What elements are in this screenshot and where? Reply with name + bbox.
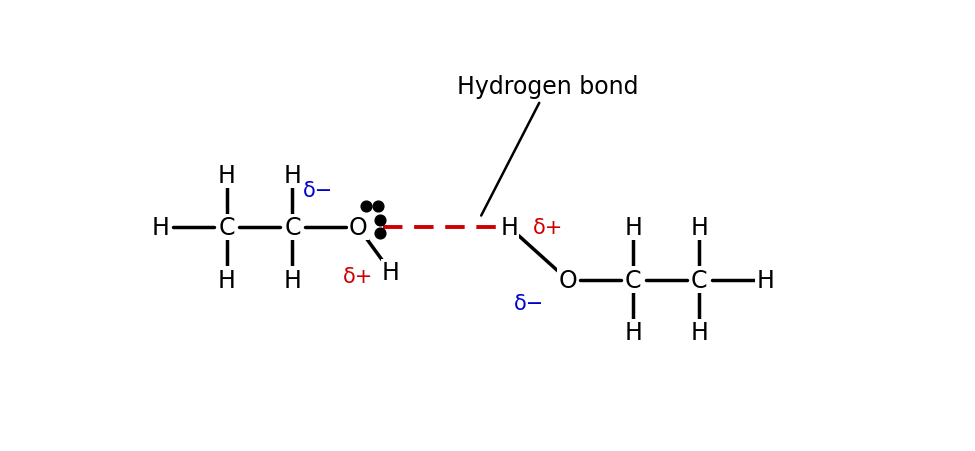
Text: δ−: δ− — [303, 181, 333, 201]
Text: H: H — [217, 268, 235, 292]
Text: C: C — [625, 268, 642, 292]
Point — [358, 202, 373, 210]
Text: H: H — [382, 260, 400, 284]
Text: H: H — [284, 164, 301, 188]
Text: H: H — [284, 268, 301, 292]
Text: H: H — [690, 320, 708, 344]
Text: δ−: δ− — [514, 293, 544, 313]
Text: H: H — [500, 216, 519, 240]
Text: δ+: δ+ — [343, 266, 373, 286]
Text: C: C — [284, 216, 300, 240]
Text: H: H — [152, 216, 170, 240]
Point — [372, 230, 388, 238]
Text: C: C — [691, 268, 708, 292]
Point — [370, 202, 385, 210]
Text: δ+: δ+ — [533, 218, 564, 238]
Text: H: H — [690, 216, 708, 240]
Text: O: O — [558, 268, 577, 292]
Text: H: H — [624, 320, 643, 344]
Point — [372, 216, 388, 224]
Text: H: H — [757, 268, 774, 292]
Text: Hydrogen bond: Hydrogen bond — [457, 74, 639, 216]
Text: H: H — [624, 216, 643, 240]
Text: O: O — [349, 216, 368, 240]
Text: H: H — [217, 164, 235, 188]
Text: C: C — [218, 216, 235, 240]
